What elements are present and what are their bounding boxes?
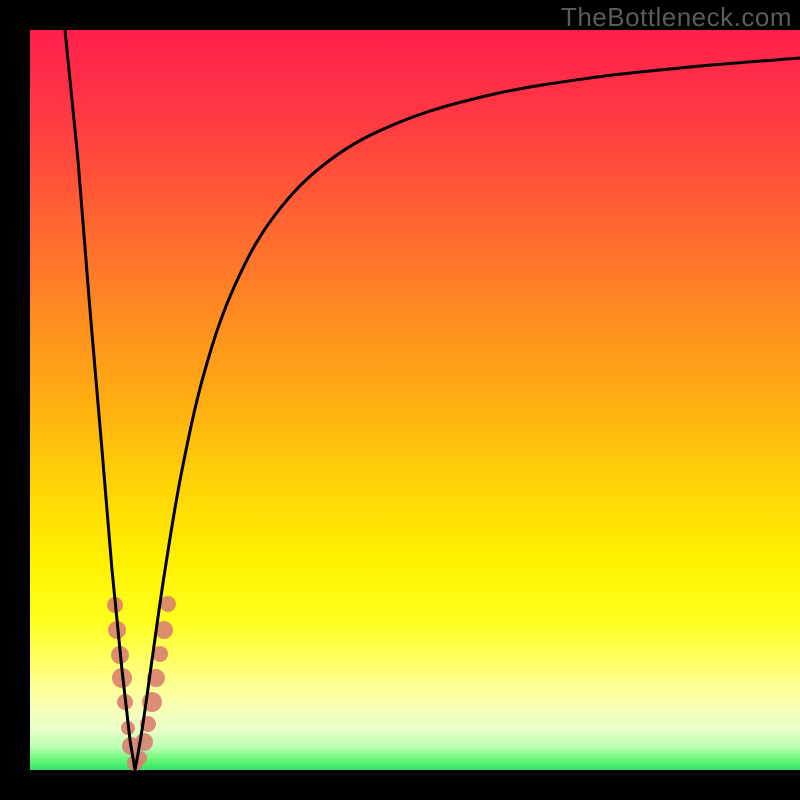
curve-right-branch: [135, 58, 800, 770]
chart-overlay: [0, 0, 800, 800]
marker-point: [160, 596, 176, 612]
